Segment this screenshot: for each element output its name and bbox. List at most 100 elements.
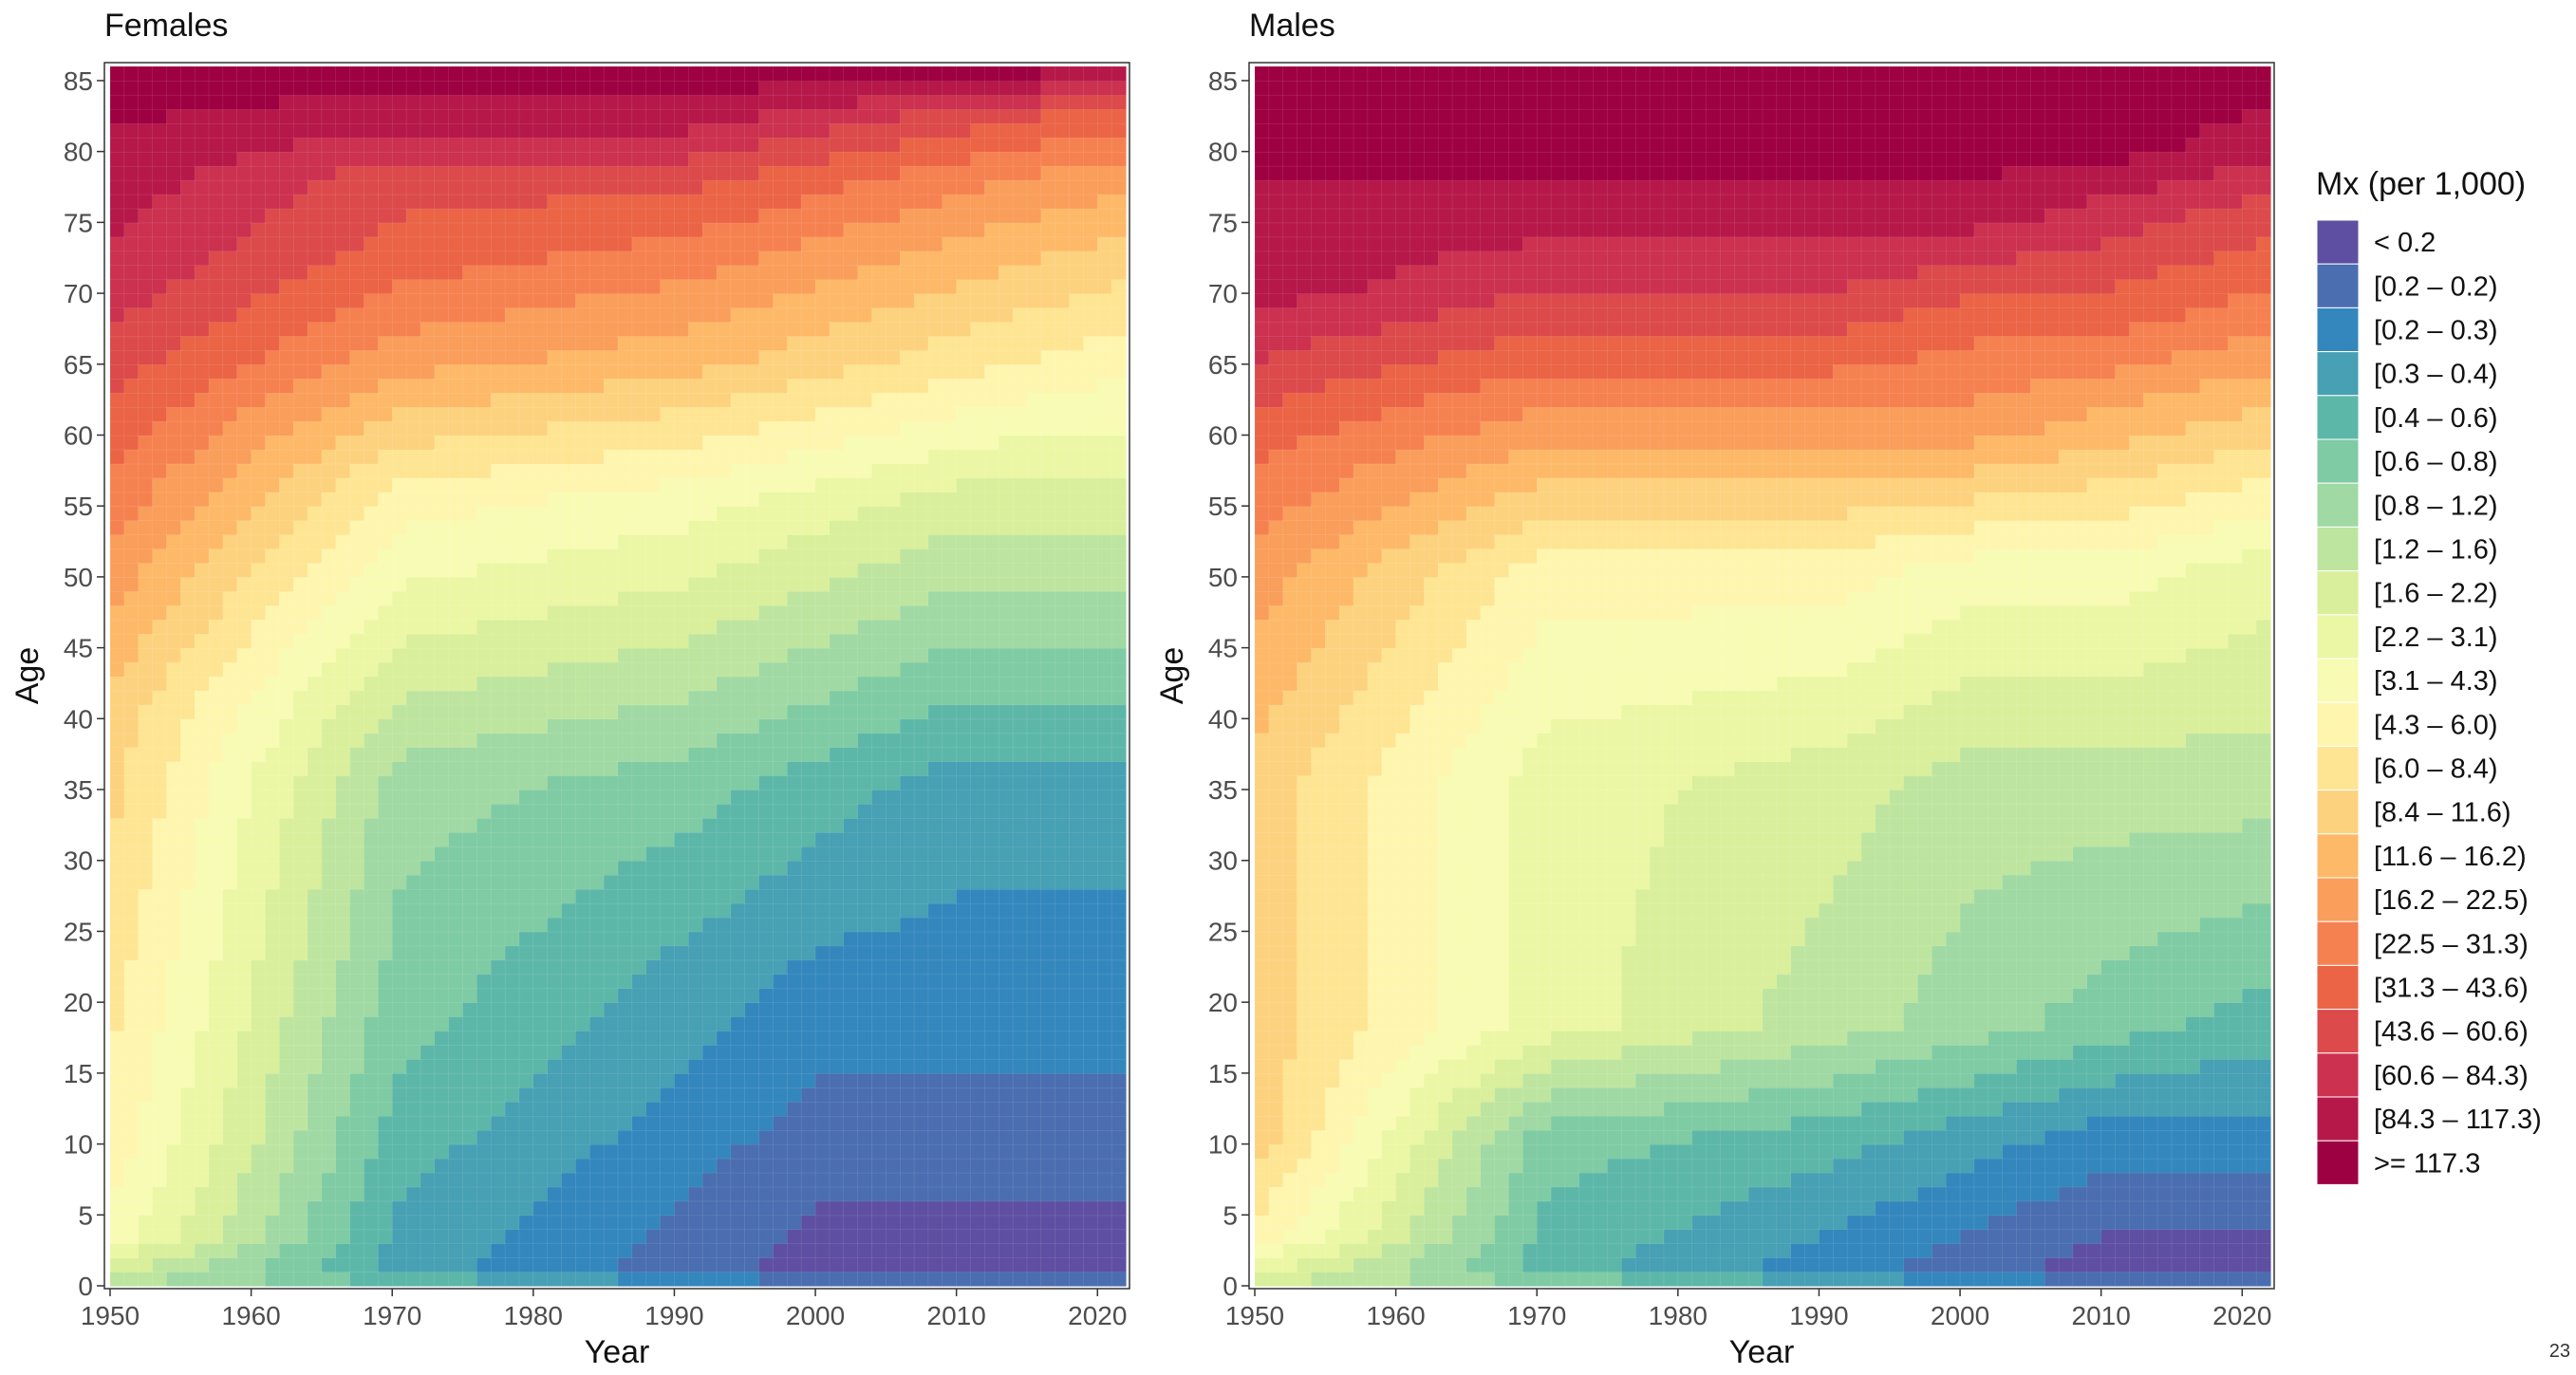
heat-cell [208, 647, 224, 663]
heat-cell [420, 1271, 436, 1287]
heat-cell [518, 1030, 534, 1046]
heat-cell [166, 945, 182, 961]
heat-cell [265, 122, 281, 139]
heat-cell [886, 604, 902, 621]
heat-cell [575, 548, 591, 564]
heat-cell [730, 151, 746, 167]
heat-cell [674, 548, 690, 564]
heat-cell [265, 236, 281, 252]
heat-cell [448, 137, 464, 153]
heat-cell [448, 406, 464, 422]
heat-cell [660, 1058, 676, 1074]
heat-cell [434, 845, 450, 862]
heat-cell [660, 931, 676, 947]
heat-cell [491, 505, 506, 521]
heat-cell [787, 945, 803, 961]
heat-cell [603, 860, 619, 876]
heat-cell [123, 392, 140, 408]
heat-cell [236, 860, 252, 876]
heat-cell [787, 1058, 803, 1074]
heat-cell [575, 321, 591, 337]
heat-cell [701, 278, 718, 294]
heat-cell [561, 533, 577, 549]
heat-cell [194, 733, 210, 749]
heat-cell [645, 690, 662, 706]
heat-cell [744, 463, 760, 479]
heat-cell [829, 1242, 845, 1258]
heat-cell [279, 590, 295, 606]
heat-cell [603, 604, 619, 621]
heat-cell [899, 449, 915, 465]
heat-cell [491, 194, 506, 210]
heat-cell [617, 1058, 633, 1074]
heat-cell [364, 505, 380, 521]
heat-cell [561, 548, 577, 564]
heat-cell [462, 1215, 478, 1231]
heat-cell [913, 349, 929, 365]
heat-cell [829, 888, 845, 904]
heat-cell [462, 1158, 478, 1174]
heat-cell [335, 1058, 351, 1074]
heat-cell [307, 1215, 323, 1231]
heat-cell [631, 363, 647, 380]
heat-cell [279, 194, 295, 210]
heat-cell [674, 718, 690, 734]
heat-cell [391, 831, 407, 847]
heat-cell [138, 987, 154, 1004]
heat-cell [194, 1015, 210, 1031]
heat-cell [899, 420, 915, 437]
heat-cell [899, 208, 915, 224]
heat-cell [378, 959, 394, 976]
heat-cell [265, 704, 281, 720]
heat-cell [787, 690, 803, 706]
heat-cell [575, 137, 591, 153]
heat-cell [886, 1058, 902, 1074]
heat-cell [434, 292, 450, 308]
heat-cell [279, 420, 295, 437]
heat-cell [307, 704, 323, 720]
heat-cell [448, 931, 464, 947]
heat-cell [405, 1058, 421, 1074]
heat-cell [603, 945, 619, 961]
heat-cell [518, 1256, 534, 1273]
heat-cell [222, 548, 238, 564]
heat-cell [138, 179, 154, 195]
heat-cell [180, 945, 196, 961]
heat-cell [504, 562, 520, 578]
heat-cell [476, 165, 493, 181]
heat-cell [674, 860, 690, 876]
heat-cell [857, 449, 873, 465]
heat-cell [292, 1200, 308, 1217]
heat-cell [378, 619, 394, 635]
heat-cell [434, 1271, 450, 1287]
heat-cell [701, 917, 718, 933]
heat-cell [138, 80, 154, 96]
heat-cell [532, 789, 549, 805]
heat-cell [660, 1015, 676, 1031]
heat-cell [335, 874, 351, 890]
heat-cell [645, 676, 662, 692]
heat-cell [321, 492, 337, 508]
heat-cell [843, 1087, 859, 1103]
heat-cell [674, 335, 690, 351]
heat-cell [886, 633, 902, 649]
heat-cell [575, 902, 591, 919]
heat-cell [138, 718, 154, 734]
heat-cell [913, 477, 929, 493]
heat-cell [886, 94, 902, 110]
heat-cell [364, 1228, 380, 1245]
heat-cell [857, 576, 873, 592]
heat-cell [603, 874, 619, 890]
heat-cell [758, 902, 775, 919]
heat-cell [899, 860, 915, 876]
heat-cell [547, 378, 563, 394]
heat-cell [871, 1158, 887, 1174]
heat-cell [279, 1015, 295, 1031]
heat-cell [236, 165, 252, 181]
heat-cell [462, 533, 478, 549]
heat-cell [138, 392, 154, 408]
heat-cell [758, 449, 775, 465]
heat-cell [561, 65, 577, 82]
heat-cell [420, 845, 436, 862]
heat-cell [166, 562, 182, 578]
